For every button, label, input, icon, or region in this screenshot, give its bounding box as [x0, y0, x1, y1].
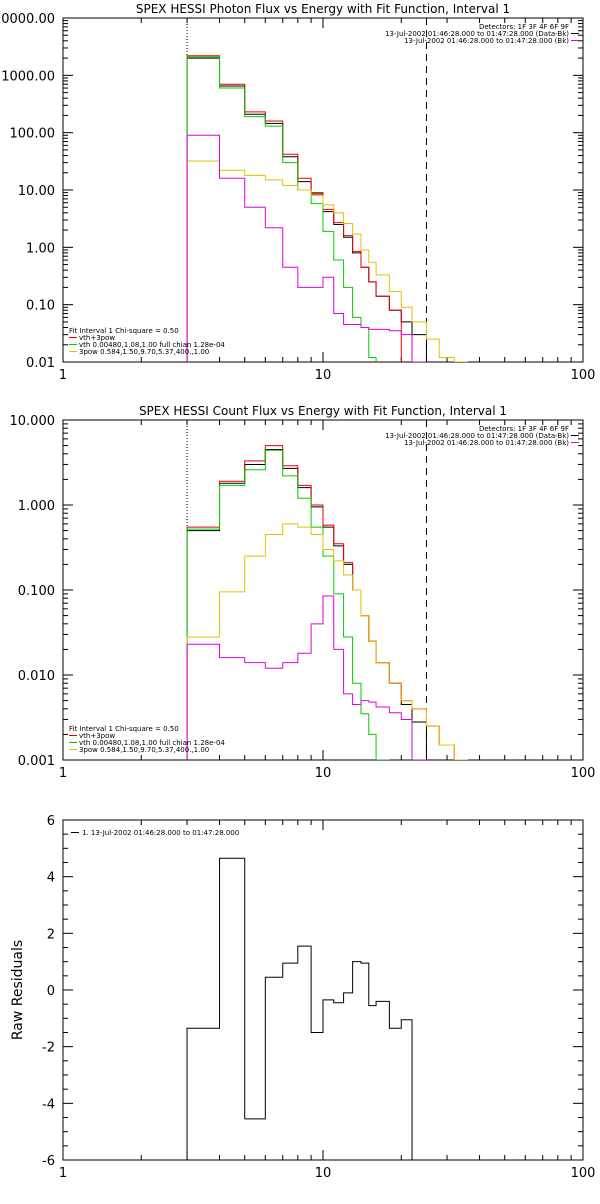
y-tick-label: 10.000	[10, 414, 56, 429]
plot-frame	[62, 17, 584, 363]
y-tick-label: -4	[42, 1097, 55, 1112]
series-data	[186, 57, 427, 362]
x-tick-label: 10	[315, 766, 332, 781]
x-tick-label: 10	[315, 368, 332, 383]
series-vth	[186, 56, 377, 362]
y-tick-label: 4	[47, 871, 55, 886]
x-tick-label: 1	[59, 368, 67, 383]
y-tick-label: 100.00	[10, 127, 56, 142]
plot-frame	[62, 419, 584, 761]
series-3pow	[186, 523, 468, 760]
y-tick-label: -2	[42, 1041, 55, 1056]
legend-label: vth 0.00480,1.08,1.00 full chian 1.28e-0…	[79, 739, 225, 747]
header-line: Detectors: 1F 3F 4F 6F 9F	[479, 23, 569, 31]
legend-label: vth+3pow	[79, 732, 115, 740]
legend-label: 3pow 0.584,1.50,9.70,5.37,400.,1.00	[79, 746, 209, 754]
count-flux-panel: SPEX HESSI Count Flux vs Energy with Fit…	[10, 404, 596, 781]
series-vth	[186, 449, 390, 760]
plot-frame	[62, 819, 584, 1161]
x-tick-label: 100	[571, 766, 596, 781]
header-line: 13-Jul-2002 01:46:28.000 to 01:47:28.000…	[404, 439, 569, 447]
x-tick-label: 10	[315, 1166, 332, 1181]
series-bk	[186, 134, 427, 362]
y-tick-label: 1.00	[26, 241, 55, 256]
legend-title: Fit Interval 1 Chi-square = 0.50	[69, 725, 179, 733]
x-tick-label: 100	[571, 368, 596, 383]
photon-flux-panel: SPEX HESSI Photon Flux vs Energy with Fi…	[0, 2, 595, 383]
series-3pow	[186, 160, 468, 362]
legend-label: 3pow 0.584,1.50,9.70,5.37,400.,1.00	[79, 348, 209, 356]
header-line: 13-Jul-2002 01:46:28.000 to 01:47:28.000…	[404, 37, 569, 45]
y-tick-label: 0	[47, 984, 55, 999]
series-vth+3pow	[186, 55, 402, 362]
y-tick-label: 0.100	[18, 584, 55, 599]
y-tick-label: 10000.00	[0, 12, 55, 27]
header-line: Detectors: 1F 3F 4F 6F 9F	[479, 425, 569, 433]
chart-title: SPEX HESSI Photon Flux vs Energy with Fi…	[136, 2, 510, 16]
y-tick-label: 10.00	[18, 184, 55, 199]
legend-label: 1. 13-Jul-2002 01:46:28.000 to 01:47:28.…	[82, 829, 239, 837]
plot-data	[186, 18, 468, 362]
series-vth+3pow	[186, 445, 468, 760]
series-bk	[186, 595, 427, 760]
y-tick-label: 6	[47, 814, 55, 829]
x-tick-label: 100	[571, 1166, 596, 1181]
series-residuals	[186, 857, 427, 1160]
legend-label: vth 0.00480,1.08,1.00 full chian 1.28e-0…	[79, 341, 225, 349]
y-axis-label: Raw Residuals	[10, 940, 26, 1040]
legend-title: Fit Interval 1 Chi-square = 0.50	[69, 327, 179, 335]
x-tick-label: 1	[59, 766, 67, 781]
y-tick-label: 2	[47, 927, 55, 942]
y-tick-label: 0.10	[26, 299, 55, 314]
y-tick-label: 0.010	[18, 669, 55, 684]
plot-data	[186, 420, 468, 760]
y-tick-label: 0.001	[18, 754, 55, 769]
plot-data	[186, 857, 427, 1160]
residuals-panel: 1 10 100 -6 -4 -2 0 2 4 6 Raw Residuals 1. 13-Jul-2…	[10, 814, 595, 1181]
x-tick-label: 1	[59, 1166, 67, 1181]
y-tick-label: 1.000	[18, 499, 55, 514]
y-tick-label: 1000.00	[1, 69, 55, 84]
y-tick-label: -6	[42, 1154, 55, 1169]
y-tick-label: 0.01	[26, 356, 55, 371]
header-line: 13-Jul-2002 01:46:28.000 to 01:47:28.000…	[385, 30, 569, 38]
series-data	[186, 448, 427, 760]
chart-title: SPEX HESSI Count Flux vs Energy with Fit…	[139, 404, 507, 418]
header-line: 13-Jul-2002 01:46:28.000 to 01:47:28.000…	[385, 432, 569, 440]
legend-label: vth+3pow	[79, 334, 115, 342]
